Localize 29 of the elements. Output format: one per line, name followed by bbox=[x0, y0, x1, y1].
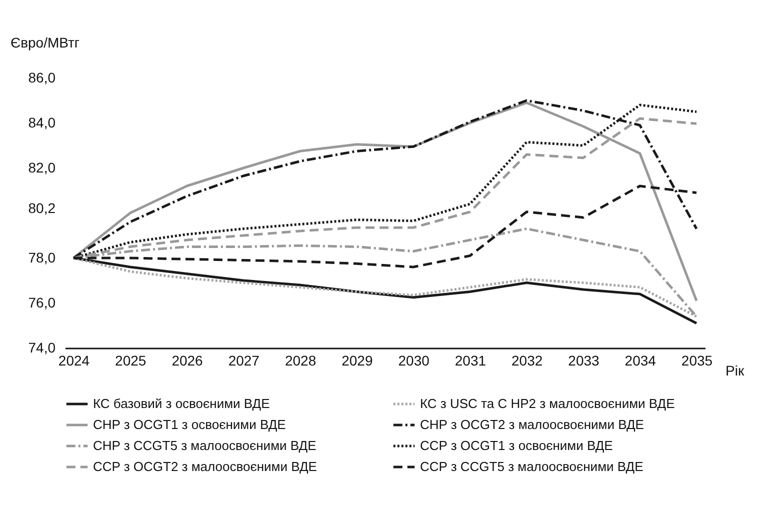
legend-label: CHP з OCGT2 з малоосвоєними ВДЕ bbox=[420, 417, 644, 432]
legend-label: CHP з OCGT1 з освоєними ВДЕ bbox=[93, 417, 286, 432]
x-tick-label: 2033 bbox=[568, 352, 600, 368]
x-tick-label: 2028 bbox=[284, 352, 316, 368]
legend-label: CHP з CCGT5 з малоосвоєними ВДЕ bbox=[93, 438, 317, 453]
y-tick-label: 76,0 bbox=[28, 294, 56, 310]
legend-label: КС базовий з освоєними ВДЕ bbox=[93, 396, 270, 411]
legend-label: CCP з CCGT5 з малоосвоєними ВДЕ bbox=[420, 459, 644, 474]
legend-label: КС з USC та С HP2 з малоосвоєними ВДЕ bbox=[420, 396, 676, 411]
x-tick-label: 2031 bbox=[454, 352, 486, 368]
y-tick-label: 86,0 bbox=[28, 70, 56, 86]
y-tick-label: 78,0 bbox=[28, 250, 56, 266]
x-axis-title: Рік bbox=[726, 362, 745, 378]
x-tick-label: 2027 bbox=[228, 352, 260, 368]
legend-label: CCP з OCGT1 з освоєними ВДЕ bbox=[420, 438, 614, 453]
x-tick-label: 2030 bbox=[398, 352, 430, 368]
x-tick-label: 2024 bbox=[58, 352, 90, 368]
x-tick-label: 2026 bbox=[172, 352, 204, 368]
legend-label: CCP з OCGT2 з малоосвоєними ВДЕ bbox=[93, 459, 318, 474]
x-tick-label: 2034 bbox=[624, 352, 656, 368]
y-tick-label: 74,0 bbox=[28, 340, 56, 356]
y-tick-label: 82,0 bbox=[28, 160, 56, 176]
x-tick-label: 2035 bbox=[681, 352, 713, 368]
x-tick-label: 2032 bbox=[512, 352, 543, 368]
y-tick-label: 84,0 bbox=[28, 114, 56, 130]
x-tick-label: 2025 bbox=[115, 352, 146, 368]
y-tick-label: 80,2 bbox=[28, 200, 56, 216]
x-tick-label: 2029 bbox=[342, 352, 373, 368]
y-axis-title: Євро/МВтг bbox=[10, 34, 80, 50]
